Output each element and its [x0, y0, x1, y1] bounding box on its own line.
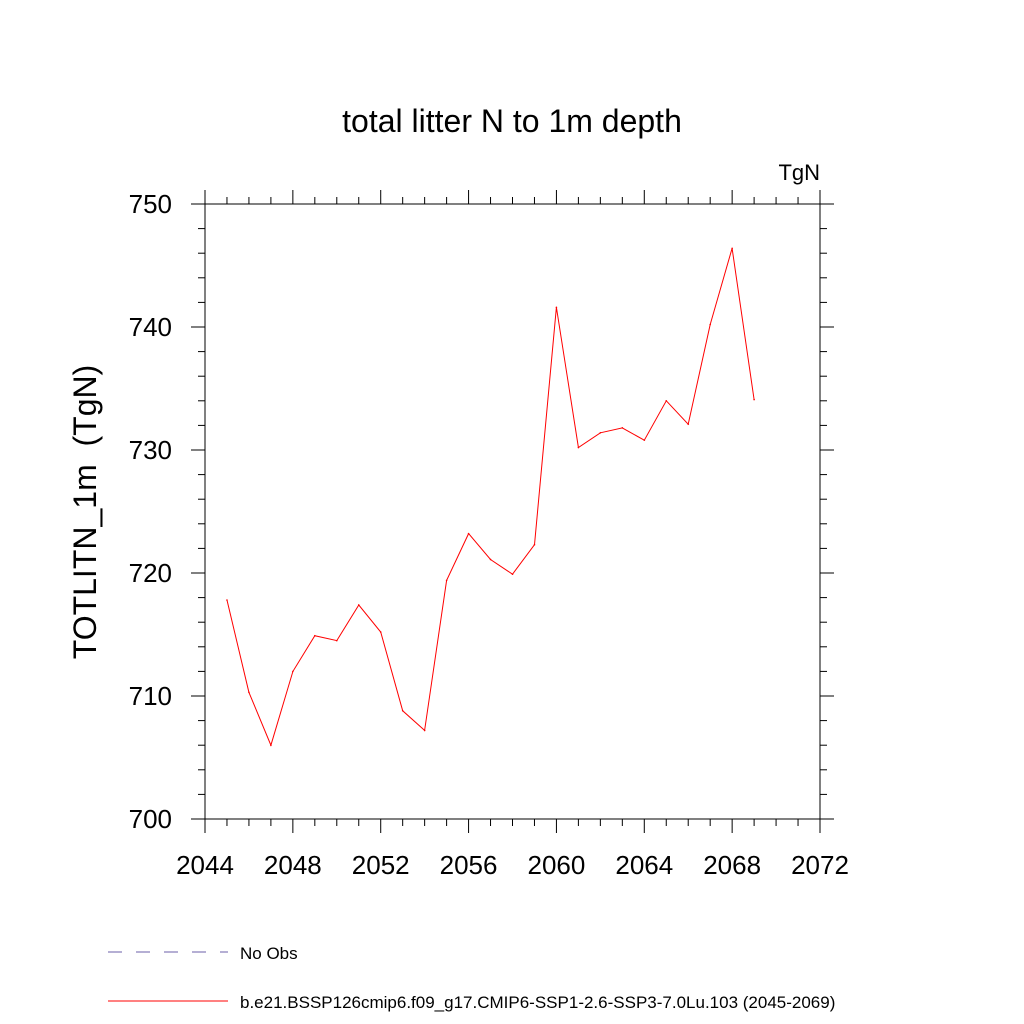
data-point: [533, 543, 536, 546]
data-point: [401, 709, 404, 712]
data-point: [665, 400, 668, 402]
legend: No Obs b.e21.BSSP126cmip6.f09_g17.CMIP6-S…: [108, 944, 835, 1012]
y-axis-label: TOTLITN_1m (TgN): [67, 365, 103, 660]
data-point: [731, 247, 733, 250]
x-tick-label: 2056: [440, 850, 498, 880]
data-point: [248, 691, 250, 694]
data-point: [599, 431, 602, 434]
x-tick-label: 2044: [176, 850, 234, 880]
axis-ticks: [191, 190, 834, 833]
axis-tick-labels: 2044 2048 2052 2056 2060 2064 2068 2072 700 710 72…: [129, 189, 849, 880]
y-tick-label: 750: [129, 189, 172, 219]
data-point: [709, 323, 711, 326]
data-point: [357, 604, 360, 606]
y-tick-label: 740: [129, 312, 172, 342]
data-point: [687, 423, 690, 425]
data-point: [292, 670, 294, 673]
chart-title: total litter N to 1m depth: [342, 103, 682, 139]
data-point: [643, 439, 646, 441]
legend-label: No Obs: [240, 944, 298, 963]
x-tick-label: 2068: [703, 850, 761, 880]
data-point: [335, 639, 338, 642]
x-tick-label: 2064: [615, 850, 673, 880]
units-label: TgN: [778, 160, 820, 185]
y-tick-label: 710: [129, 681, 172, 711]
legend-label: b.e21.BSSP126cmip6.f09_g17.CMIP6-SSP1-2.…: [240, 993, 835, 1012]
data-point: [423, 729, 426, 732]
x-tick-label: 2052: [352, 850, 410, 880]
data-point: [621, 427, 624, 429]
data-point: [379, 631, 382, 633]
series-layer: [226, 247, 755, 747]
data-point: [511, 573, 514, 576]
data-point: [270, 744, 272, 746]
data-point: [489, 558, 492, 561]
plot-frame: [204, 203, 821, 820]
data-point: [226, 599, 228, 601]
x-tick-label: 2072: [791, 850, 849, 880]
y-tick-label: 700: [129, 804, 172, 834]
x-tick-label: 2060: [528, 850, 586, 880]
data-point: [577, 446, 580, 449]
data-point: [753, 398, 755, 401]
data-point: [467, 532, 470, 535]
data-point: [314, 634, 316, 637]
series-line: [226, 248, 755, 747]
data-point: [445, 579, 448, 582]
y-tick-label: 720: [129, 558, 172, 588]
data-point: [555, 306, 558, 309]
x-tick-label: 2048: [264, 850, 322, 880]
y-tick-label: 730: [129, 435, 172, 465]
